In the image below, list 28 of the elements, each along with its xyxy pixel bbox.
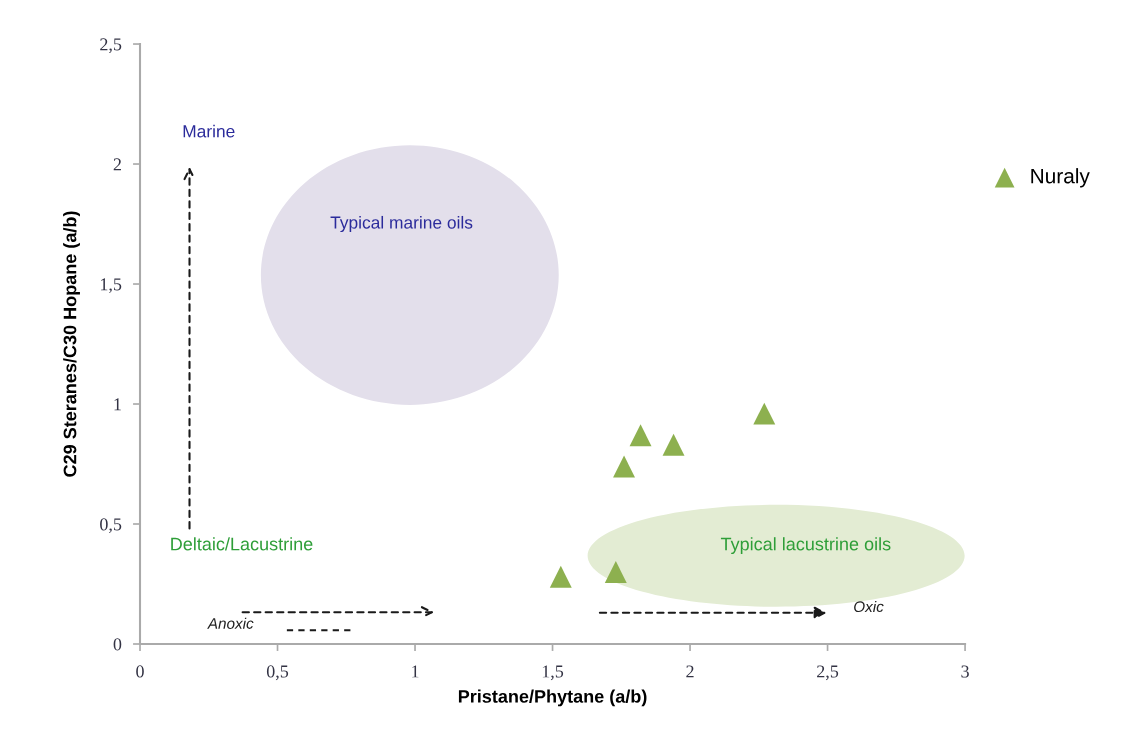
point xyxy=(629,424,652,447)
legend-label: Nuraly xyxy=(1031,168,1090,188)
annotation: Typical lacustrine oils xyxy=(720,537,891,555)
y-tick-label: 1 xyxy=(114,398,121,411)
x-tick-label: 1,5 xyxy=(542,665,564,681)
point xyxy=(662,433,685,456)
y-tick-label: 0 xyxy=(113,638,122,651)
point xyxy=(753,402,776,425)
annotation: Typical marine oils xyxy=(330,215,473,233)
x-tick-label: 1 xyxy=(412,665,419,678)
point xyxy=(613,455,636,478)
annotation: Anoxic xyxy=(207,617,254,629)
y-tick-label: 1,5 xyxy=(100,278,122,294)
point xyxy=(549,565,572,588)
x-tick-label: 2,5 xyxy=(817,665,839,681)
annotation: Oxic xyxy=(854,600,884,613)
x-tick-label: 0 xyxy=(136,665,144,678)
annotation: Deltaic/Lacustrine xyxy=(171,537,313,551)
y-axis-title: C29 Steranes/C30 Hopane (a/b) xyxy=(63,211,80,477)
x-tick-label: 3 xyxy=(961,665,969,678)
x-axis-title: Pristane/Phytane (a/b) xyxy=(458,689,647,707)
y-tick-label: 2 xyxy=(113,158,121,171)
point xyxy=(604,561,627,583)
x-tick-label: 2 xyxy=(686,665,694,678)
y-tick-label: 0,5 xyxy=(100,518,122,534)
annotation: Marine xyxy=(183,124,235,138)
x-tick-label: 0,5 xyxy=(266,665,289,681)
y-tick-label: 2,5 xyxy=(100,38,122,54)
